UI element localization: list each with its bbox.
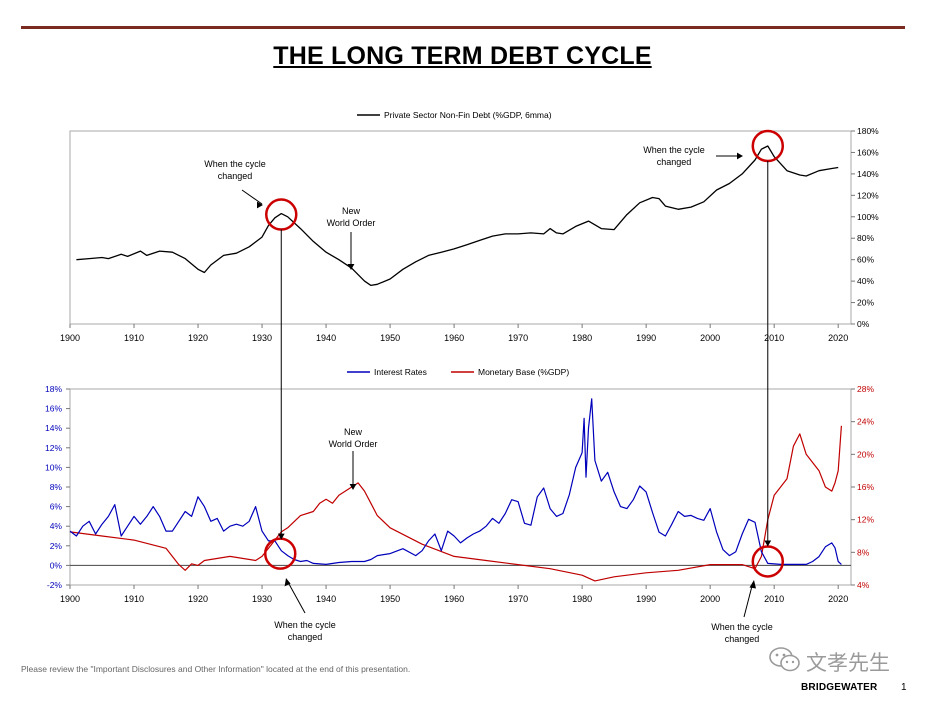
x-tick-label: 1920	[188, 333, 208, 343]
arrow-head	[749, 580, 756, 589]
x-tick-label: 1970	[508, 333, 528, 343]
x-tick-label: 1960	[444, 594, 464, 604]
x-tick-label: 1900	[60, 333, 80, 343]
annotation-cycle-2008: When the cycle	[643, 145, 705, 155]
y-tick-label: 40%	[857, 276, 874, 286]
annotation-cycle-1930s: When the cycle	[274, 620, 336, 630]
series-monetary-base-line	[69, 425, 842, 582]
x-tick-label: 2020	[828, 333, 848, 343]
x-tick-label: 2010	[764, 333, 784, 343]
arrow-head	[737, 152, 743, 160]
x-tick-label: 1950	[380, 594, 400, 604]
series-debt-line	[76, 145, 839, 287]
y-right-tick-label: 16%	[857, 482, 874, 492]
series-interest-rates-line	[69, 398, 842, 565]
x-tick-label: 2000	[700, 333, 720, 343]
watermark-text: 文孝先生	[806, 651, 890, 675]
x-tick-label: 1900	[60, 594, 80, 604]
annotation-arrow	[743, 585, 753, 618]
arrow-head	[347, 264, 355, 270]
x-tick-label: 1910	[124, 594, 144, 604]
y-tick-label: 60%	[857, 255, 874, 265]
x-tick-label: 1950	[380, 333, 400, 343]
cycle-circle	[751, 545, 785, 578]
x-tick-label: 1970	[508, 594, 528, 604]
page-number: 1	[901, 682, 907, 693]
legend-label-base: Monetary Base (%GDP)	[478, 367, 569, 377]
top-rule	[21, 26, 905, 29]
annotation-cycle-1930s: changed	[288, 632, 323, 642]
y-tick-label: 80%	[857, 233, 874, 243]
cycle-circle	[264, 537, 297, 570]
y-left-tick-label: 12%	[45, 443, 62, 453]
y-left-tick-label: 10%	[45, 462, 62, 472]
arrow-head	[284, 578, 291, 587]
y-left-tick-label: 4%	[50, 521, 63, 531]
y-tick-label: 120%	[857, 190, 879, 200]
y-right-tick-label: 28%	[857, 384, 874, 394]
page-title: THE LONG TERM DEBT CYCLE	[273, 42, 652, 70]
y-tick-label: 100%	[857, 212, 879, 222]
cycle-circle	[265, 198, 298, 231]
x-tick-label: 1930	[252, 594, 272, 604]
x-tick-label: 1990	[636, 333, 656, 343]
annotation-cycle-2008: When the cycle	[711, 622, 773, 632]
annotation-arrow	[288, 583, 306, 614]
x-tick-label: 1940	[316, 333, 336, 343]
annotation-new-world-order: World Order	[329, 439, 378, 449]
x-tick-label: 1940	[316, 594, 336, 604]
x-tick-label: 1910	[124, 333, 144, 343]
y-tick-label: 140%	[857, 169, 879, 179]
x-tick-label: 2020	[828, 594, 848, 604]
wechat-icon	[768, 645, 902, 675]
annotation-new-world-order: New	[342, 206, 361, 216]
x-tick-label: 1980	[572, 333, 592, 343]
annotation-cycle-2008: changed	[725, 634, 760, 644]
cycle-connectors	[277, 161, 772, 547]
y-left-tick-label: 16%	[45, 404, 62, 414]
plot-frame	[69, 388, 852, 586]
annotation-cycle-1930s: changed	[218, 171, 253, 181]
annotation-cycle-1930s: When the cycle	[204, 159, 266, 169]
y-left-tick-label: 6%	[50, 502, 63, 512]
x-tick-label: 1990	[636, 594, 656, 604]
y-tick-label: 180%	[857, 126, 879, 136]
y-left-tick-label: -2%	[47, 580, 63, 590]
legend-label-debt: Private Sector Non-Fin Debt (%GDP, 6mma)	[384, 110, 552, 120]
arrow-head	[764, 540, 772, 547]
x-tick-label: 1920	[188, 594, 208, 604]
annotation-new-world-order: New	[344, 427, 363, 437]
disclaimer: Please review the "Important Disclosures…	[21, 664, 411, 674]
y-tick-label: 160%	[857, 147, 879, 157]
legend-label-rates: Interest Rates	[374, 367, 427, 377]
rates-base-chart: -2% 0% 2% 4% 6% 8% 10% 12% 14% 16% 18% 4% 8% 12% 16% 20…	[45, 367, 874, 644]
annotation-cycle-2008: changed	[657, 157, 692, 167]
y-right-tick-label: 20%	[857, 449, 874, 459]
y-right-tick-label: 24%	[857, 417, 874, 427]
x-tick-label: 1960	[444, 333, 464, 343]
y-tick-label: 20%	[857, 298, 874, 308]
y-left-tick-label: 18%	[45, 384, 62, 394]
y-right-tick-label: 12%	[857, 515, 874, 525]
y-left-tick-label: 2%	[50, 541, 63, 551]
y-right-tick-label: 4%	[857, 580, 870, 590]
arrow-head	[277, 533, 285, 540]
annotation-new-world-order: World Order	[327, 218, 376, 228]
arrow-head	[349, 484, 357, 490]
y-left-tick-label: 0%	[50, 560, 63, 570]
brand-logo: BRIDGEWATER	[801, 682, 878, 693]
debt-chart: 0% 20% 40% 60% 80% 100% 120% 140% 160% 180% 1900 19…	[60, 110, 879, 343]
x-tick-label: 1930	[252, 333, 272, 343]
y-left-tick-label: 14%	[45, 423, 62, 433]
x-tick-label: 2000	[700, 594, 720, 604]
x-tick-label: 2010	[764, 594, 784, 604]
y-right-tick-label: 8%	[857, 547, 870, 557]
annotation-arrow	[241, 189, 263, 205]
x-tick-label: 1980	[572, 594, 592, 604]
plot-frame	[69, 130, 852, 325]
y-tick-label: 0%	[857, 319, 870, 329]
y-left-tick-label: 8%	[50, 482, 63, 492]
arrow-head	[257, 201, 263, 209]
